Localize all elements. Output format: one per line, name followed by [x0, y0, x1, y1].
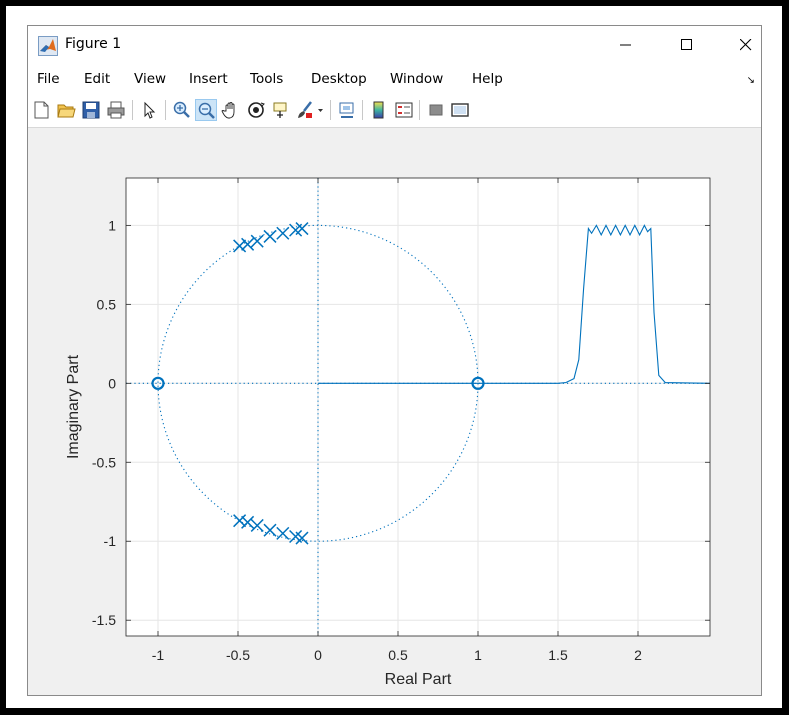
- x-tick-label: 2: [634, 647, 642, 663]
- menu-view[interactable]: View: [134, 71, 167, 87]
- new-figure-icon[interactable]: [30, 99, 52, 121]
- pole-marker: [250, 234, 264, 248]
- menu-edit[interactable]: Edit: [84, 71, 111, 87]
- menu-window[interactable]: Window: [390, 71, 444, 87]
- x-tick-label: -1: [152, 647, 165, 663]
- edit-plot-arrow-icon[interactable]: [138, 99, 160, 121]
- axes-background: [126, 178, 710, 636]
- brush-icon[interactable]: [294, 99, 316, 121]
- response-line: [318, 224, 711, 384]
- pan-hand-icon[interactable]: [220, 99, 242, 121]
- save-icon[interactable]: [80, 99, 102, 121]
- y-tick-label: -1.5: [92, 612, 116, 628]
- figure-window: Figure 1 File Edit View Insert Tools Des…: [27, 25, 762, 696]
- maximize-button[interactable]: [664, 26, 710, 65]
- zero-marker: [151, 376, 165, 390]
- toolbar-separator: [362, 100, 363, 120]
- pole-marker: [250, 518, 264, 532]
- zoom-in-icon[interactable]: [171, 99, 193, 121]
- pole-marker: [295, 222, 309, 236]
- axes-box: [125, 177, 711, 637]
- minimize-button[interactable]: [603, 26, 649, 65]
- brush-dropdown-icon[interactable]: [315, 99, 325, 121]
- toolbar-separator: [132, 100, 133, 120]
- close-button[interactable]: [723, 26, 769, 65]
- pole-marker: [233, 239, 247, 253]
- colorbar-icon[interactable]: [368, 99, 390, 121]
- close-icon: [740, 39, 752, 51]
- figure-toolbar: [28, 93, 761, 128]
- toolbar-separator: [165, 100, 166, 120]
- pole-marker: [233, 514, 247, 528]
- x-axis-label: Real Part: [385, 671, 452, 688]
- y-tick-label: -1: [104, 533, 117, 549]
- figure-canvas: -1 -0.5 0 0.5 1 1.5 2 -1.5 -1 -0.5 0 0.5 1 Real Part…: [28, 128, 761, 695]
- show-plot-tools-icon[interactable]: [449, 99, 471, 121]
- pole-marker: [295, 531, 309, 545]
- x-tick-label: 0: [314, 647, 322, 663]
- title-bar[interactable]: Figure 1: [28, 26, 761, 65]
- pole-marker: [263, 229, 277, 243]
- hide-plot-tools-icon[interactable]: [425, 99, 447, 121]
- toolbar-separator: [419, 100, 420, 120]
- y-tick-label: 0.5: [97, 296, 117, 312]
- x-tick-label: 1.5: [548, 647, 568, 663]
- y-axis-label: Imaginary Part: [65, 354, 82, 459]
- pole-marker: [263, 523, 277, 537]
- y-tick-label: 0: [108, 375, 116, 391]
- link-plot-icon[interactable]: [336, 99, 358, 121]
- x-tick-label: 0.5: [388, 647, 408, 663]
- menu-desktop[interactable]: Desktop: [311, 71, 367, 87]
- x-tick-label: -0.5: [226, 647, 250, 663]
- menu-tools[interactable]: Tools: [250, 71, 284, 87]
- menu-help[interactable]: Help: [472, 71, 503, 87]
- zoom-out-icon[interactable]: [195, 99, 217, 121]
- pole-zero-marker-layer: [151, 222, 485, 545]
- menu-file[interactable]: File: [37, 71, 60, 87]
- window-title: Figure 1: [65, 36, 122, 52]
- open-file-icon[interactable]: [55, 99, 77, 121]
- pole-marker: [276, 526, 290, 540]
- x-tick-label: 1: [474, 647, 482, 663]
- response-line-layer: [318, 224, 711, 384]
- y-tick-label: -0.5: [92, 454, 116, 470]
- zero-marker: [471, 376, 485, 390]
- print-icon[interactable]: [105, 99, 127, 121]
- rotate-3d-icon[interactable]: [245, 99, 267, 121]
- legend-icon[interactable]: [393, 99, 415, 121]
- pole-marker: [241, 237, 255, 251]
- maximize-icon: [681, 39, 692, 50]
- matlab-logo-icon: [38, 36, 58, 56]
- toolbar-separator: [330, 100, 331, 120]
- dock-arrow-icon[interactable]: ↘: [746, 75, 755, 86]
- tick-layer: -1 -0.5 0 0.5 1 1.5 2 -1.5 -1 -0.5 0 0.5 1: [92, 178, 710, 663]
- unit-circle-layer: [126, 178, 710, 636]
- menu-insert[interactable]: Insert: [189, 71, 228, 87]
- menu-bar: File Edit View Insert Tools Desktop Wind…: [28, 65, 761, 93]
- y-tick-label: 1: [108, 217, 116, 233]
- pole-zero-plot[interactable]: -1 -0.5 0 0.5 1 1.5 2 -1.5 -1 -0.5 0 0.5 1 Real Part…: [28, 128, 761, 696]
- data-cursor-icon[interactable]: [270, 99, 292, 121]
- minimize-icon: [620, 44, 631, 46]
- pole-marker: [276, 226, 290, 240]
- pole-marker: [241, 515, 255, 529]
